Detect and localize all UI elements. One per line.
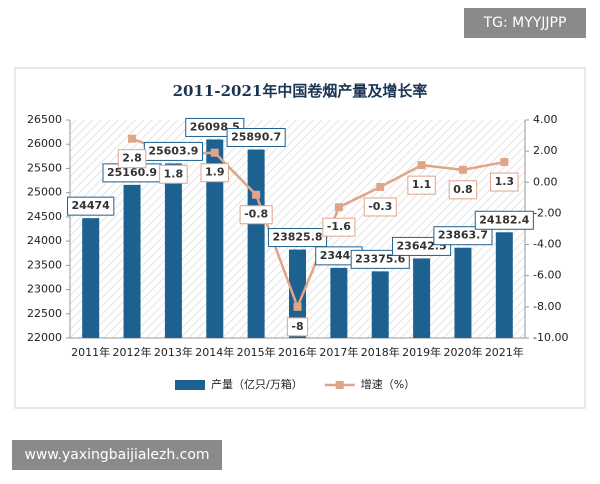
data-label: -0.8: [244, 208, 268, 221]
data-label-box: [433, 226, 493, 246]
x-tick-label: 2016年: [278, 345, 317, 359]
bar: [371, 271, 389, 338]
data-label: 24474: [72, 199, 111, 212]
data-label: 23825.8: [272, 231, 322, 244]
y-tick-label: 23000: [27, 283, 62, 296]
data-label-box: [286, 317, 309, 337]
y2-tick-label: -4.00: [533, 238, 561, 251]
data-label: 23448: [320, 249, 358, 262]
y2-tick-label: 2.00: [533, 144, 558, 157]
data-label-box: [117, 149, 147, 169]
y-tick-label: 25000: [27, 186, 62, 199]
legend-swatch: [175, 380, 205, 390]
data-label: 25890.7: [231, 131, 281, 144]
line-marker: [334, 203, 343, 212]
y-tick-label: 24000: [27, 234, 62, 247]
legend-swatch: [335, 381, 344, 389]
data-label-box: [239, 205, 273, 225]
data-label-box: [407, 175, 436, 195]
data-label: -1.6: [327, 220, 351, 233]
legend-label: 产量（亿只/万箱）: [211, 377, 303, 391]
line-marker: [458, 165, 467, 174]
line-marker: [417, 161, 426, 170]
x-tick-label: 2015年: [237, 345, 276, 359]
bar: [289, 249, 306, 338]
data-label-box: [159, 164, 188, 184]
watermark-box: [464, 8, 586, 38]
chart-title: 2011-2021年中国卷烟产量及增长率: [173, 82, 428, 100]
y-tick-label: 22000: [27, 331, 62, 344]
x-tick-label: 2018年: [361, 345, 400, 359]
bar: [123, 184, 141, 338]
y-tick-label: 26500: [27, 113, 62, 126]
data-label: 25160.9: [107, 166, 157, 179]
x-tick-label: 2011年: [71, 345, 110, 359]
bar: [206, 139, 224, 338]
data-label-box: [490, 172, 519, 192]
legend-label: 增速（%）: [361, 377, 415, 391]
y-tick-label: 26000: [27, 137, 62, 150]
data-label: 24182.4: [479, 213, 529, 226]
data-label: 0.8: [453, 183, 473, 196]
bar: [495, 232, 513, 338]
y2-tick-label: -6.00: [533, 269, 561, 282]
data-label-box: [67, 196, 115, 216]
y2-tick-label: -8.00: [533, 300, 561, 313]
line-marker: [128, 134, 137, 143]
x-tick-label: 2014年: [195, 345, 234, 359]
x-tick-label: 2013年: [154, 345, 193, 359]
line-marker: [500, 158, 509, 167]
y-tick-label: 23500: [27, 258, 62, 271]
data-label-box: [226, 128, 286, 148]
y2-tick-label: 4.00: [533, 113, 558, 126]
x-tick-label: 2021年: [485, 345, 524, 359]
bar: [330, 267, 348, 338]
data-label: 1.1: [412, 178, 432, 191]
data-label: 1.9: [205, 166, 225, 179]
y2-tick-label: -2.00: [533, 206, 561, 219]
data-label-box: [267, 228, 328, 248]
bar: [82, 218, 100, 338]
x-tick-label: 2012年: [113, 345, 152, 359]
data-label: -0.3: [368, 200, 392, 213]
y2-tick-label: -10.00: [533, 331, 568, 344]
watermark: TG: MYYJJPP: [483, 15, 567, 31]
line-marker: [376, 182, 385, 191]
line-marker: [293, 302, 302, 311]
data-label-box: [363, 197, 397, 217]
data-label-box: [448, 180, 478, 200]
data-label: -8: [291, 320, 303, 333]
x-tick-label: 2019年: [402, 345, 441, 359]
watermark-box: [12, 440, 222, 470]
y-tick-label: 25500: [27, 161, 62, 174]
data-label-box: [200, 163, 230, 183]
x-tick-label: 2017年: [319, 345, 358, 359]
bar: [413, 258, 431, 338]
data-label-box: [322, 217, 356, 237]
bar: [164, 163, 182, 338]
watermark: www.yaxingbaijialezh.com: [24, 447, 209, 463]
y-tick-label: 22500: [27, 307, 62, 320]
data-label: 23863.7: [438, 229, 488, 242]
data-label: 25603.9: [148, 144, 198, 157]
data-label: 2.8: [122, 152, 142, 165]
bar: [247, 149, 265, 338]
x-tick-label: 2020年: [443, 345, 482, 359]
data-label: 1.8: [164, 167, 184, 180]
line-marker: [252, 190, 261, 199]
line-marker: [210, 148, 219, 157]
bar: [454, 247, 472, 338]
data-label-box: [474, 210, 534, 230]
y2-tick-label: 0.00: [533, 175, 558, 188]
y-tick-label: 24500: [27, 210, 62, 223]
data-label: 1.3: [495, 175, 515, 188]
